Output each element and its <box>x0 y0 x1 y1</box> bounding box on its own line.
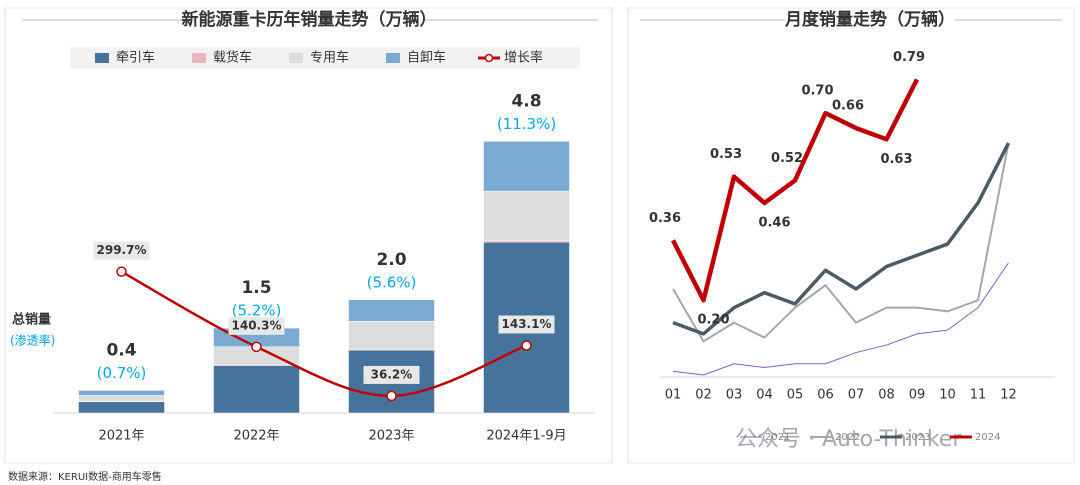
bar-segment <box>483 141 570 192</box>
bar-segment <box>348 299 435 322</box>
source-note: 数据来源：KERUI数据-商用车零售 <box>8 470 162 483</box>
x-tick-label: 2023年 <box>368 429 414 444</box>
total-label: 2.0 <box>376 250 406 270</box>
chart-title: 月度销量走势（万辆） <box>784 9 955 30</box>
x-tick-label: 2021年 <box>98 429 144 444</box>
total-label: 1.5 <box>241 278 271 298</box>
data-label: 0.79 <box>893 50 925 65</box>
data-label: 0.46 <box>758 215 790 230</box>
growth-marker <box>521 340 532 351</box>
x-tick-label: 07 <box>848 388 865 403</box>
legend-label: 载货车 <box>213 50 252 66</box>
x-tick-label: 04 <box>756 388 773 403</box>
x-tick-label: 02 <box>695 388 712 403</box>
penetration-label: (0.7%) <box>97 364 147 382</box>
penetration-label: (5.6%) <box>367 273 417 291</box>
growth-marker <box>386 390 397 402</box>
x-tick-label: 06 <box>817 388 834 403</box>
growth-label-bg <box>93 241 150 260</box>
legend-swatch <box>386 53 400 63</box>
growth-line <box>120 270 527 398</box>
data-label: 0.53 <box>710 147 742 162</box>
legend-label: 2023 <box>905 432 930 443</box>
series-line <box>672 142 1010 343</box>
growth-marker <box>251 341 262 353</box>
growth-label: 140.3% <box>232 318 282 332</box>
data-label: 0.63 <box>880 152 912 167</box>
total-label: 4.8 <box>511 91 541 111</box>
data-label: 0.20 <box>697 313 729 328</box>
x-tick-label: 10 <box>939 388 956 403</box>
growth-label: 143.1% <box>502 317 552 331</box>
penetration-label: (11.3%) <box>497 115 556 133</box>
legend-label: 增长率 <box>504 50 543 66</box>
legend-label: 2022 <box>835 432 860 443</box>
growth-marker <box>116 266 127 277</box>
data-label: 0.36 <box>649 211 681 226</box>
legend-label: 自卸车 <box>407 50 446 66</box>
x-tick-label: 03 <box>726 388 743 403</box>
bar-segment <box>483 240 570 243</box>
data-label: 0.66 <box>832 99 864 114</box>
bar-segment <box>78 390 165 396</box>
growth-label-bg <box>228 316 285 335</box>
side-label: 总销量 <box>12 312 51 328</box>
bar-segment <box>78 395 165 402</box>
x-tick-label: 05 <box>787 388 804 403</box>
x-tick-label: 01 <box>665 388 682 403</box>
series-line <box>672 262 1009 376</box>
x-tick-label: 12 <box>1000 388 1017 403</box>
side-label: (渗透率) <box>10 333 55 348</box>
growth-label: 299.7% <box>97 243 147 257</box>
bar-segment <box>78 401 165 414</box>
penetration-label: (5.2%) <box>232 302 282 320</box>
x-tick-label: 09 <box>909 388 926 403</box>
legend-label: 专用车 <box>310 50 349 66</box>
left-panel <box>4 7 613 464</box>
series-line <box>670 78 920 303</box>
data-label: 0.52 <box>771 151 803 166</box>
x-tick-label: 2022年 <box>233 429 279 444</box>
x-tick-label: 2024年1-9月 <box>486 429 566 444</box>
series-line <box>672 142 1011 336</box>
x-tick-label: 11 <box>970 388 987 403</box>
growth-label-bg <box>363 365 420 384</box>
watermark: 公众号 · Auto-Thinker <box>735 427 962 452</box>
data-label: 0.70 <box>801 84 833 99</box>
growth-label-bg <box>498 315 555 334</box>
legend-label: 2024 <box>975 432 1000 443</box>
legend-label: 牵引车 <box>116 50 155 66</box>
bar-segment <box>213 365 300 414</box>
right-panel <box>627 7 1075 464</box>
legend-swatch <box>289 53 303 63</box>
growth-label: 36.2% <box>371 367 413 381</box>
legend-label: 2021 <box>765 432 790 443</box>
total-label: 0.4 <box>106 340 136 360</box>
x-tick-label: 08 <box>878 388 895 403</box>
bar-segment <box>483 190 570 241</box>
legend-bg <box>70 47 580 69</box>
legend-swatch <box>192 53 206 63</box>
chart-title: 新能源重卡历年销量走势（万辆） <box>182 9 437 30</box>
legend-swatch <box>95 53 109 63</box>
bar-segment <box>348 321 435 350</box>
legend-marker <box>484 53 494 63</box>
